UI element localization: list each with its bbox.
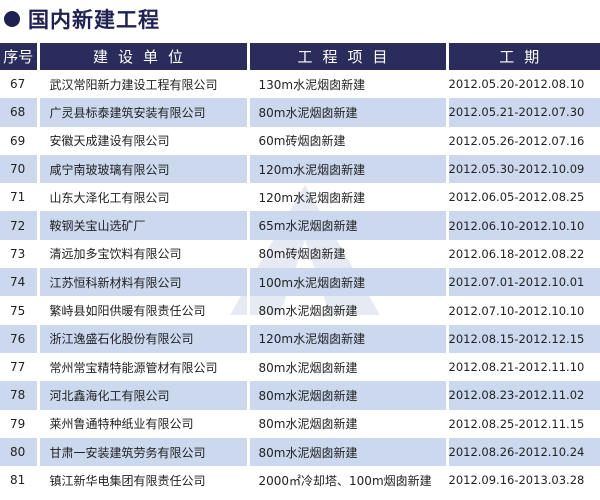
row-index: 70 [0, 154, 40, 184]
header-period: 工期 [447, 43, 600, 70]
table-row: 69 安徽天成建设有限公司 60m砖烟囱新建 2012.05.26-2012.07.1… [0, 126, 600, 155]
table-row: 77 常州常宝精特能源管材有限公司 80m水泥烟囱新建 2012.08.21-2012… [0, 352, 600, 382]
row-project: 100m水泥烟囱新建 [248, 268, 449, 297]
header-company: 建设单位 [38, 43, 250, 70]
row-index: 68 [0, 98, 40, 127]
table-row: 73 清远加多宝饮料有限公司 80m砖烟囱新建 2012.06.18-2012.08.… [0, 239, 600, 269]
row-index: 67 [0, 70, 40, 99]
row-project: 120m水泥烟囱新建 [248, 183, 449, 212]
row-period: 2012.09.16-2013.03.28 [448, 473, 585, 488]
row-index: 75 [0, 296, 40, 325]
table-row: 72 鞍钢关宝山选矿厂 65m水泥烟囱新建 2012.06.10-2012.10.10 [0, 211, 600, 240]
row-index: 73 [0, 239, 40, 269]
row-company: 繁峙县如阳供暖有限责任公司 [38, 296, 250, 325]
table-row: 68 广灵县标泰建筑安装有限公司 80m水泥烟囱新建 2012.05.21-2012.… [0, 98, 600, 127]
row-period: 2012.08.23-2012.11.02 [447, 381, 600, 410]
row-period: 2012.07.01-2012.10.01 [447, 268, 600, 297]
row-period: 2012.05.26-2012.07.16 [448, 133, 585, 148]
row-company: 鞍钢关宝山选矿厂 [38, 211, 250, 240]
row-company: 广灵县标泰建筑安装有限公司 [38, 98, 250, 127]
row-project: 80m水泥烟囱新建 [248, 352, 449, 382]
row-period: 2012.05.20-2012.08.10 [448, 77, 585, 92]
row-index: 79 [0, 409, 40, 438]
row-project: 80m水泥烟囱新建 [248, 296, 449, 325]
table-row: 78 河北鑫海化工有限公司 80m水泥烟囱新建 2012.08.23-2012.11.… [0, 381, 600, 410]
row-project: 80m水泥烟囱新建 [248, 437, 449, 467]
row-project: 60m砖烟囱新建 [248, 126, 449, 155]
row-period: 2012.05.30-2012.10.09 [447, 154, 600, 184]
row-index: 80 [0, 437, 40, 467]
row-index: 71 [0, 183, 40, 212]
row-period: 2012.06.05-2012.08.25 [448, 190, 585, 205]
row-project: 120m水泥烟囱新建 [248, 154, 449, 184]
row-index: 81 [0, 466, 40, 495]
row-period: 2012.08.15-2012.12.15 [447, 324, 600, 353]
row-project: 80m水泥烟囱新建 [248, 381, 449, 410]
row-project: 2000㎡冷却塔、100m烟囱新建 [248, 466, 449, 495]
row-index: 77 [0, 352, 40, 382]
row-project: 80m水泥烟囱新建 [248, 98, 449, 127]
row-period: 2012.08.25-2012.11.15 [448, 416, 585, 431]
table-header: 序号 建设单位 工程项目 工期 [0, 43, 600, 70]
row-company: 镇江新华电集团有限责任公司 [38, 466, 250, 495]
table-row: 70 咸宁南玻玻璃有限公司 120m水泥烟囱新建 2012.05.30-2012.10… [0, 154, 600, 184]
row-project: 80m砖烟囱新建 [248, 239, 449, 269]
row-company: 江苏恒科新材料有限公司 [38, 268, 250, 297]
table-row: 80 甘肃一安装建筑劳务有限公司 80m水泥烟囱新建 2012.08.26-2012.… [0, 437, 600, 467]
row-company: 常州常宝精特能源管材有限公司 [38, 352, 250, 382]
row-index: 69 [0, 126, 40, 155]
row-company: 河北鑫海化工有限公司 [38, 381, 250, 410]
bullet-icon [4, 11, 20, 27]
row-company: 山东大泽化工有限公司 [38, 183, 250, 212]
row-period: 2012.07.10-2012.10.10 [448, 303, 585, 318]
row-index: 76 [0, 324, 40, 353]
row-period: 2012.06.10-2012.10.10 [447, 211, 600, 240]
row-project: 65m水泥烟囱新建 [248, 211, 449, 240]
row-project: 120m水泥烟囱新建 [248, 324, 449, 353]
table-row: 74 江苏恒科新材料有限公司 100m水泥烟囱新建 2012.07.01-2012.1… [0, 268, 600, 297]
table-row: 81 镇江新华电集团有限责任公司 2000㎡冷却塔、100m烟囱新建 2012.09.… [0, 466, 600, 495]
projects-table: 序号 建设单位 工程项目 工期 67 武汉常阳新力建设工程有限公司 130m水泥烟囱… [0, 43, 600, 495]
row-company: 浙江逸盛石化股份有限公司 [38, 324, 250, 353]
row-company: 咸宁南玻玻璃有限公司 [38, 154, 250, 184]
row-period: 2012.08.26-2012.10.24 [447, 437, 600, 467]
row-index: 74 [0, 268, 40, 297]
row-index: 78 [0, 381, 40, 410]
row-company: 安徽天成建设有限公司 [38, 126, 250, 155]
table-row: 67 武汉常阳新力建设工程有限公司 130m水泥烟囱新建 2012.05.20-201… [0, 70, 600, 99]
row-period: 2012.05.21-2012.07.30 [447, 98, 600, 127]
row-company: 莱州鲁通特种纸业有限公司 [38, 409, 250, 438]
table-row: 79 莱州鲁通特种纸业有限公司 80m水泥烟囱新建 2012.08.25-2012.1… [0, 409, 600, 438]
row-company: 甘肃一安装建筑劳务有限公司 [38, 437, 250, 467]
row-index: 72 [0, 211, 40, 240]
row-project: 80m水泥烟囱新建 [248, 409, 449, 438]
section-title: 国内新建工程 [4, 4, 160, 34]
row-project: 130m水泥烟囱新建 [248, 70, 449, 99]
header-project: 工程项目 [248, 43, 449, 70]
row-company: 清远加多宝饮料有限公司 [38, 239, 250, 269]
table-row: 76 浙江逸盛石化股份有限公司 120m水泥烟囱新建 2012.08.15-2012.… [0, 324, 600, 353]
row-period: 2012.08.21-2012.11.10 [448, 360, 585, 375]
page-title: 国内新建工程 [28, 8, 160, 32]
table-row: 71 山东大泽化工有限公司 120m水泥烟囱新建 2012.06.05-2012.08… [0, 183, 600, 212]
row-period: 2012.06.18-2012.08.22 [448, 246, 585, 261]
row-company: 武汉常阳新力建设工程有限公司 [38, 70, 250, 99]
table-row: 75 繁峙县如阳供暖有限责任公司 80m水泥烟囱新建 2012.07.10-2012.… [0, 296, 600, 325]
header-index: 序号 [0, 43, 40, 70]
